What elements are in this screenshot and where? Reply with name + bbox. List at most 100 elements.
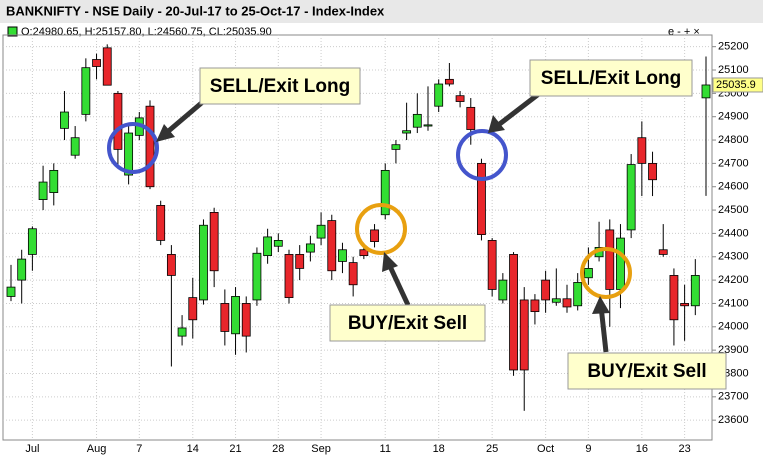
candle-body: [70, 137, 80, 156]
annotation-text: BUY/Exit Sell: [348, 313, 467, 334]
candle-body: [124, 132, 134, 176]
x-tick-label: 14: [187, 443, 199, 455]
candle-body: [605, 229, 615, 290]
candle-body: [348, 262, 358, 286]
candle-body: [113, 92, 123, 150]
candle-body: [444, 78, 454, 85]
candle-body: [327, 220, 337, 272]
candle-body: [241, 303, 251, 337]
candle-body: [583, 268, 593, 279]
candle-body: [680, 303, 690, 307]
x-tick-label: 25: [486, 443, 498, 455]
highlight-circle: [580, 247, 632, 299]
annotation-text: SELL/Exit Long: [210, 76, 350, 97]
arrow-head: [488, 115, 505, 133]
x-tick-label: Aug: [87, 443, 107, 455]
candle-body: [177, 327, 187, 337]
annotation-box: [199, 67, 361, 105]
candle-body: [690, 275, 700, 307]
candle-body: [498, 279, 508, 301]
candle-body: [81, 67, 91, 115]
candle-body: [166, 254, 176, 276]
candle-body: [402, 130, 412, 134]
chart-controls[interactable]: e - + ×: [668, 26, 700, 38]
candle-body: [231, 296, 240, 335]
candle-body: [209, 212, 219, 272]
candle-body: [487, 240, 497, 290]
candle-body: [412, 113, 422, 128]
annotation-box: [329, 304, 486, 342]
annotation-box: [529, 59, 693, 97]
annotation-text: BUY/Exit Sell: [587, 361, 706, 382]
legend-icon: [7, 26, 18, 37]
candle-body: [284, 254, 294, 299]
candle-body: [391, 144, 401, 150]
y-tick-label: 24100: [718, 297, 749, 309]
candle-body: [519, 299, 529, 371]
candle-body: [102, 47, 112, 86]
candle-body: [316, 224, 326, 239]
candle-body: [305, 243, 315, 253]
y-tick-label: 24700: [718, 157, 749, 169]
candle-body: [466, 106, 476, 130]
candle-body: [60, 111, 69, 129]
candle-body: [637, 137, 647, 164]
header-bar: [0, 0, 763, 23]
y-tick-label: 25100: [718, 64, 749, 76]
candle-body: [380, 169, 390, 216]
candle-body: [188, 297, 198, 321]
candle-body: [338, 249, 347, 262]
candle-body: [477, 162, 486, 235]
arrow: [163, 98, 207, 136]
candle-body: [509, 254, 518, 371]
y-tick-label: 23700: [718, 391, 749, 403]
candle-body: [562, 298, 572, 308]
candle-body: [27, 228, 37, 255]
annotation-text: SELL/Exit Long: [541, 68, 681, 89]
arrow-head: [382, 252, 398, 272]
candle-body: [220, 303, 230, 332]
plot-frame: [2, 34, 713, 441]
candle-body: [541, 279, 551, 301]
arrow: [385, 260, 411, 307]
arrow: [598, 305, 609, 353]
candle-body: [295, 254, 305, 269]
candle-body: [199, 224, 208, 301]
candle-body: [273, 240, 283, 247]
highlight-circle: [456, 129, 508, 181]
x-tick-label: 18: [433, 443, 445, 455]
y-tick-label: 24400: [718, 227, 749, 239]
x-tick-label: 28: [272, 443, 284, 455]
annotation-box: [567, 352, 727, 390]
x-tick-label: 23: [678, 443, 690, 455]
candle-body: [17, 258, 27, 281]
candle-body: [658, 249, 668, 255]
x-tick-label: 9: [585, 443, 591, 455]
arrow: [495, 91, 542, 128]
candle-body: [551, 298, 561, 303]
candle-body: [252, 252, 262, 301]
candle-body: [434, 83, 444, 107]
candle-body: [370, 229, 379, 242]
x-tick-label: 21: [229, 443, 241, 455]
x-tick-label: 16: [636, 443, 648, 455]
candle-body: [263, 236, 273, 256]
x-tick-label: Oct: [537, 443, 554, 455]
price-marker-label: 25035.9: [716, 79, 756, 91]
y-tick-label: 24000: [718, 321, 749, 333]
y-tick-label: 24300: [718, 251, 749, 263]
candle-body: [359, 249, 369, 256]
candle-body: [616, 237, 625, 290]
y-tick-label: 25200: [718, 41, 749, 53]
x-tick-label: 7: [136, 443, 142, 455]
candle-body: [669, 275, 679, 321]
candle-body: [455, 95, 465, 102]
y-tick-label: 23600: [718, 414, 749, 426]
candle-body: [530, 299, 540, 313]
candle-body: [156, 205, 166, 241]
candle-body: [701, 84, 711, 99]
candle-body: [6, 286, 16, 297]
y-tick-label: 24800: [718, 134, 749, 146]
ohlc-readout: O:24980.65, H:25157.80, L:24560.75, CL:2…: [21, 26, 272, 38]
